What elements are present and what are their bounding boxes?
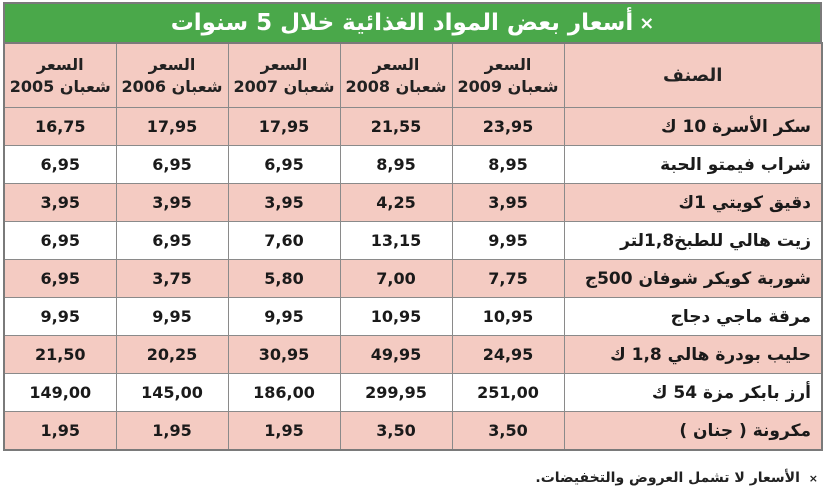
price-cell: 9,95: [3, 297, 117, 336]
table-row: شوربة كويكر شوفان 500ج 7,75 7,00 5,80 3,…: [3, 259, 823, 298]
header-item: الصنف: [563, 42, 823, 108]
table-row: مكرونة ( جنان ) 3,50 3,50 1,95 1,95 1,95: [3, 411, 823, 451]
price-cell: 21,50: [3, 335, 117, 374]
item-name: شراب فيمتو الحبة: [563, 145, 823, 184]
price-cell: 7,75: [451, 259, 565, 298]
table-row: مرقة ماجي دجاج 10,95 10,95 9,95 9,95 9,9…: [3, 297, 823, 336]
price-label: السعر: [484, 54, 532, 74]
price-cell: 7,00: [339, 259, 453, 298]
item-name: زيت هالي للطبخ1,8لتر: [563, 221, 823, 260]
table-row: زيت هالي للطبخ1,8لتر 9,95 13,15 7,60 6,9…: [3, 221, 823, 260]
item-name: مكرونة ( جنان ): [563, 411, 823, 451]
table-title: × أسعار بعض المواد الغذائية خلال 5 سنوات: [3, 2, 822, 42]
price-cell: 21,55: [339, 107, 453, 146]
table-row: سكر الأسرة 10 ك 23,95 21,55 17,95 17,95 …: [3, 107, 823, 146]
header-year-2005: السعر شعبان 2005: [3, 42, 117, 108]
price-cell: 3,95: [3, 183, 117, 222]
price-cell: 20,25: [115, 335, 229, 374]
price-cell: 7,60: [227, 221, 341, 260]
table-row: شراب فيمتو الحبة 8,95 8,95 6,95 6,95 6,9…: [3, 145, 823, 184]
header-year-2009: السعر شعبان 2009: [451, 42, 565, 108]
price-cell: 3,95: [451, 183, 565, 222]
price-cell: 1,95: [227, 411, 341, 451]
price-cell: 149,00: [3, 373, 117, 412]
table-row: دقيق كويتي 1ك 3,95 4,25 3,95 3,95 3,95: [3, 183, 823, 222]
price-cell: 6,95: [3, 145, 117, 184]
header-year-2006: السعر شعبان 2006: [115, 42, 229, 108]
price-cell: 4,25: [339, 183, 453, 222]
price-cell: 3,95: [227, 183, 341, 222]
item-name: أرز بابكر مزة 54 ك: [563, 373, 823, 412]
price-cell: 16,75: [3, 107, 117, 146]
price-cell: 30,95: [227, 335, 341, 374]
table-row: أرز بابكر مزة 54 ك 251,00 299,95 186,00 …: [3, 373, 823, 412]
prices-table: الصنف السعر شعبان 2009 السعر شعبان 2008 ال…: [3, 42, 823, 451]
price-label: السعر: [372, 54, 420, 74]
price-cell: 251,00: [451, 373, 565, 412]
price-table-panel: × أسعار بعض المواد الغذائية خلال 5 سنوات…: [3, 2, 823, 451]
price-cell: 10,95: [339, 297, 453, 336]
year-label: شعبان 2008: [345, 76, 447, 96]
price-cell: 6,95: [3, 259, 117, 298]
item-name: حليب بودرة هالي 1,8 ك: [563, 335, 823, 374]
price-cell: 9,95: [115, 297, 229, 336]
item-name: شوربة كويكر شوفان 500ج: [563, 259, 823, 298]
price-label: السعر: [36, 54, 84, 74]
price-cell: 6,95: [227, 145, 341, 184]
price-cell: 13,15: [339, 221, 453, 260]
price-cell: 8,95: [451, 145, 565, 184]
price-cell: 3,95: [115, 183, 229, 222]
price-cell: 9,95: [227, 297, 341, 336]
year-label: شعبان 2007: [233, 76, 335, 96]
price-cell: 10,95: [451, 297, 565, 336]
year-label: شعبان 2005: [9, 76, 111, 96]
price-cell: 49,95: [339, 335, 453, 374]
price-cell: 8,95: [339, 145, 453, 184]
price-label: السعر: [260, 54, 308, 74]
price-cell: 3,50: [451, 411, 565, 451]
footnote: × الأسعار لا تشمل العروض والتخفيضات.: [535, 470, 818, 486]
price-cell: 6,95: [115, 145, 229, 184]
price-cell: 145,00: [115, 373, 229, 412]
price-cell: 299,95: [339, 373, 453, 412]
header-year-2007: السعر شعبان 2007: [227, 42, 341, 108]
price-cell: 1,95: [3, 411, 117, 451]
price-cell: 24,95: [451, 335, 565, 374]
year-label: شعبان 2006: [121, 76, 223, 96]
item-name: دقيق كويتي 1ك: [563, 183, 823, 222]
item-name: مرقة ماجي دجاج: [563, 297, 823, 336]
footnote-mark: ×: [808, 472, 818, 485]
price-cell: 6,95: [3, 221, 117, 260]
price-cell: 17,95: [227, 107, 341, 146]
price-cell: 5,80: [227, 259, 341, 298]
price-cell: 1,95: [115, 411, 229, 451]
table-row: حليب بودرة هالي 1,8 ك 24,95 49,95 30,95 …: [3, 335, 823, 374]
price-label: السعر: [148, 54, 196, 74]
price-cell: 3,50: [339, 411, 453, 451]
price-cell: 6,95: [115, 221, 229, 260]
year-label: شعبان 2009: [457, 76, 559, 96]
price-cell: 186,00: [227, 373, 341, 412]
title-mark: ×: [639, 12, 655, 34]
title-text: أسعار بعض المواد الغذائية خلال 5 سنوات: [170, 10, 634, 36]
price-cell: 17,95: [115, 107, 229, 146]
price-cell: 9,95: [451, 221, 565, 260]
price-cell: 3,75: [115, 259, 229, 298]
price-cell: 23,95: [451, 107, 565, 146]
header-year-2008: السعر شعبان 2008: [339, 42, 453, 108]
footnote-text: الأسعار لا تشمل العروض والتخفيضات.: [535, 470, 800, 486]
item-name: سكر الأسرة 10 ك: [563, 107, 823, 146]
header-row: الصنف السعر شعبان 2009 السعر شعبان 2008 ال…: [3, 42, 823, 108]
